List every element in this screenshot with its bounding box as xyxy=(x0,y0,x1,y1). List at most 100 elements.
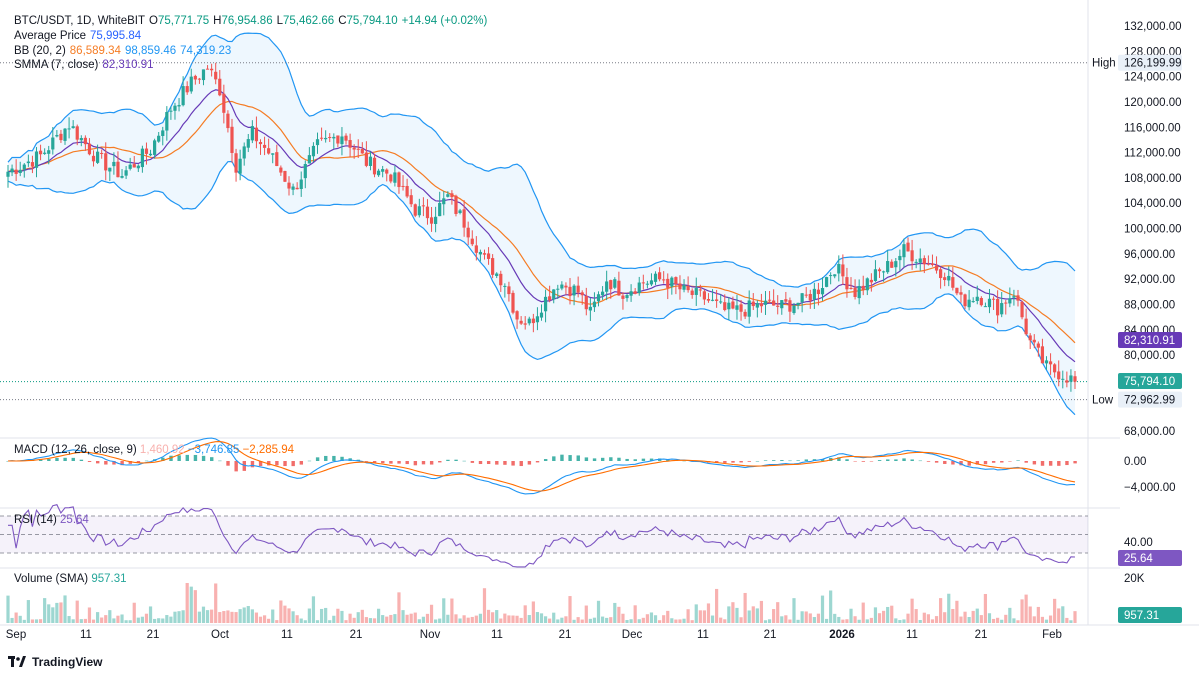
rsi-40-label: 40.00 xyxy=(1124,537,1153,549)
candle-body xyxy=(1012,296,1016,298)
volume-bar xyxy=(857,619,861,623)
volume-bar xyxy=(947,593,951,623)
volume-bar xyxy=(849,608,853,623)
tradingview-logo[interactable]: TradingView xyxy=(8,655,102,669)
candle-body xyxy=(1048,361,1053,365)
macd-histogram-bar xyxy=(649,458,654,461)
volume-bar xyxy=(332,615,336,623)
candle-body xyxy=(678,283,682,290)
volume-legend[interactable]: Volume (SMA) 957.31 xyxy=(14,573,127,585)
volume-bar xyxy=(686,609,690,623)
volume-bar xyxy=(153,618,157,623)
volume-bar xyxy=(6,595,10,623)
bb-legend[interactable]: BB (20, 2) 86,589.34 98,859.46 74,319.23 xyxy=(14,44,235,58)
volume-bar xyxy=(784,615,788,623)
candle-body xyxy=(120,176,124,178)
volume-bar xyxy=(1000,619,1004,623)
macd-histogram-bar xyxy=(519,461,523,467)
candle-body xyxy=(743,311,747,317)
volume-bar xyxy=(218,612,222,623)
high-label: H xyxy=(213,15,222,27)
candle-body xyxy=(356,148,360,150)
macd-histogram-bar xyxy=(625,458,629,461)
macd-histogram-bar xyxy=(796,460,800,461)
volume-bar xyxy=(446,614,450,623)
candle-body xyxy=(796,302,800,306)
macd-histogram-bar xyxy=(902,458,906,461)
volume-bar xyxy=(258,616,263,623)
close-price-tag: 75,794.10 xyxy=(1124,376,1175,388)
candle-body xyxy=(881,271,886,273)
candle-body xyxy=(148,153,153,156)
candle-body xyxy=(311,145,316,157)
volume-bar xyxy=(922,612,926,623)
candle-body xyxy=(926,263,930,265)
volume-bar xyxy=(877,613,882,623)
candle-body xyxy=(22,164,26,170)
volume-bar xyxy=(283,605,287,623)
candle-body xyxy=(95,151,100,163)
volume-bar xyxy=(788,619,792,623)
volume-bar xyxy=(776,602,780,623)
volume-bar xyxy=(792,598,796,623)
macd-histogram-bar xyxy=(429,461,434,465)
candle-body xyxy=(535,316,540,323)
volume-bar xyxy=(87,607,92,623)
volume-bar xyxy=(311,596,316,623)
macd-histogram-bar xyxy=(755,460,760,462)
volume-bar xyxy=(861,602,865,623)
volume-bar xyxy=(193,590,197,623)
candle-body xyxy=(450,193,454,198)
macd-histogram-bar xyxy=(560,454,564,461)
candle-body xyxy=(165,112,169,131)
volume-bar xyxy=(641,617,645,623)
candle-body xyxy=(1020,301,1024,318)
macd-histogram-bar xyxy=(79,459,84,461)
volume-bar xyxy=(238,609,242,623)
symbol-legend[interactable]: BTC/USDT, 1D, WhiteBIT O75,771.75 H76,954.… xyxy=(14,14,491,28)
volume-bar xyxy=(18,615,22,623)
time-axis: Sep 11 21 Oct 11 21 Nov 11 21 Dec 11 21 2026 11 21 Feb xyxy=(6,629,1062,641)
macd-histogram-bar xyxy=(169,455,173,461)
candle-body xyxy=(820,288,825,295)
volume-bar xyxy=(580,619,584,623)
candle-body xyxy=(910,250,914,262)
macd-histogram-bar xyxy=(584,457,589,461)
volume-bar xyxy=(328,620,332,623)
macd-histogram-bar xyxy=(291,461,295,467)
volume-bar xyxy=(63,595,67,623)
volume-bar xyxy=(625,620,629,623)
candle-body xyxy=(1044,360,1049,364)
volume-bar xyxy=(820,595,825,623)
volume-bar xyxy=(653,615,658,623)
candle-body xyxy=(153,140,157,155)
symbol-title[interactable]: BTC/USDT, 1D, WhiteBIT xyxy=(14,15,145,27)
rsi-legend[interactable]: RSI (14) 25.64 xyxy=(14,514,89,526)
macd-legend[interactable]: MACD (12, 26, close, 9) 1,460.92 −3,746.… xyxy=(14,444,294,456)
volume-bar xyxy=(450,598,454,623)
avg-price-legend[interactable]: Average Price 75,995.84 xyxy=(14,29,145,43)
volume-bar xyxy=(91,619,96,623)
volume-bar xyxy=(360,609,364,623)
macd-histogram-bar xyxy=(804,459,809,461)
low-tag: 72,962.99 xyxy=(1124,395,1175,407)
candle-body xyxy=(470,238,474,245)
volume-bar xyxy=(201,606,206,623)
smma-legend[interactable]: SMMA (7, close) 82,310.91 xyxy=(14,58,158,72)
candle-body xyxy=(641,282,645,284)
candle-body xyxy=(1073,376,1077,382)
volume-bar xyxy=(59,602,63,623)
candle-body xyxy=(556,288,560,290)
candle-body xyxy=(902,244,906,258)
volume-bar xyxy=(482,588,487,623)
volume-bar xyxy=(1053,598,1057,623)
price-axis-label: 104,000.00 xyxy=(1124,198,1182,210)
volume-bar xyxy=(26,600,30,623)
volume-bar xyxy=(706,603,711,623)
candle-body xyxy=(861,285,865,290)
candle-body xyxy=(1032,339,1036,343)
volume-bar xyxy=(348,613,352,623)
candle-body xyxy=(739,304,743,312)
candle-body xyxy=(914,261,918,263)
volume-bar xyxy=(723,619,727,623)
